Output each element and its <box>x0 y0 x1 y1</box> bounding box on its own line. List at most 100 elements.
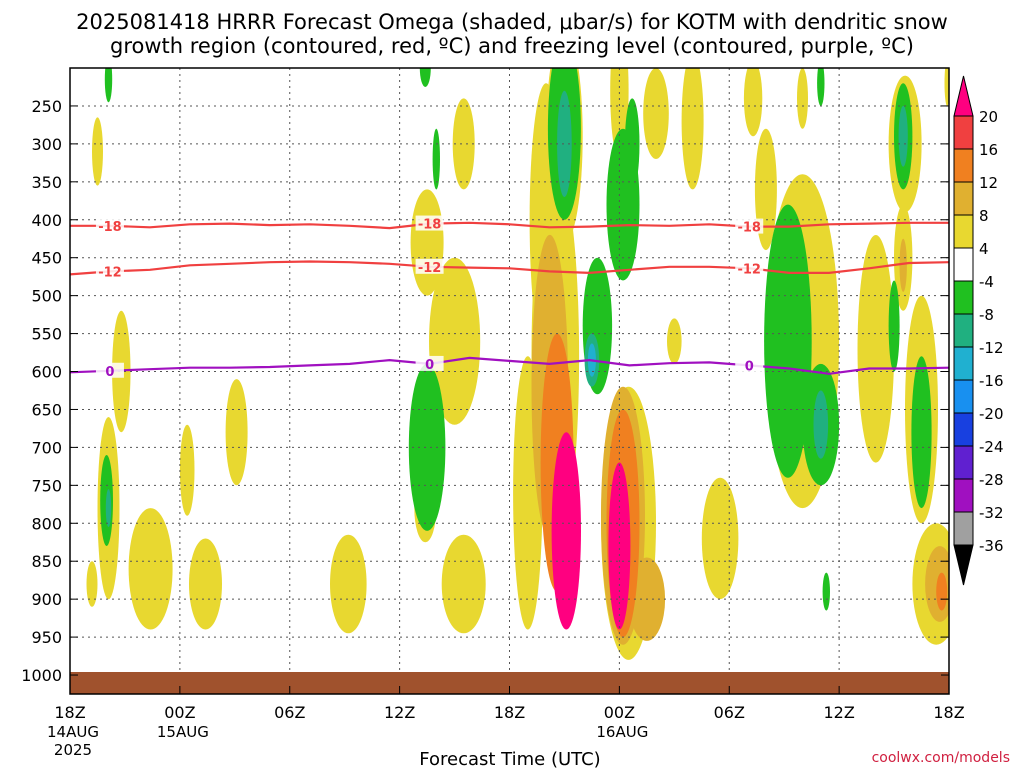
contour-label-1-1: -12 <box>418 261 442 276</box>
colorbar-label-3: 8 <box>979 207 989 225</box>
omega-region-40 <box>643 68 669 159</box>
omega-shading <box>86 68 949 660</box>
omega-region-16 <box>429 257 481 425</box>
colorbar-label-0: 20 <box>979 108 998 126</box>
contour-line-1 <box>70 260 949 276</box>
y-tick-label-800: 800 <box>31 514 62 533</box>
omega-region-39 <box>624 98 640 190</box>
colorbar-label-9: -20 <box>979 405 1004 423</box>
omega-region-42 <box>667 318 682 365</box>
x-date-label-0: 14AUG <box>47 723 99 741</box>
contour-label-2-0: 0 <box>105 365 114 380</box>
x-tick-label-7: 12Z <box>823 703 854 722</box>
contour-label-0-1: -18 <box>418 218 442 233</box>
contour-label-bg-0-1 <box>415 215 444 231</box>
colorbar-label-12: -32 <box>979 504 1004 522</box>
omega-region-5 <box>86 561 98 607</box>
colorbar-top-arrow <box>953 75 974 117</box>
omega-region-17 <box>441 534 486 634</box>
colorbar-label-6: -8 <box>979 306 994 324</box>
contour-line-2 <box>70 356 949 375</box>
x-tick-label-4: 18Z <box>494 703 525 722</box>
x-tick-label-5: 00Z <box>604 703 635 722</box>
contour-label-1-0: -12 <box>98 265 122 280</box>
y-axis: 250 300 350 400 450 500 550 600 650 700 750 800 850 9… <box>21 97 949 685</box>
omega-region-0 <box>92 117 103 186</box>
colorbar-label-10: -24 <box>979 438 1004 456</box>
omega-region-24 <box>557 90 572 197</box>
y-tick-label-950: 950 <box>31 628 62 647</box>
contour-label-bg-0-0 <box>95 217 124 233</box>
x-tick-label-8: 18Z <box>933 703 964 722</box>
contour-label-1-2: -12 <box>737 262 761 277</box>
omega-region-49 <box>813 390 829 459</box>
y-tick-label-650: 650 <box>31 400 62 419</box>
omega-region-61 <box>888 280 900 372</box>
colorbar-segment-2 <box>953 181 974 216</box>
contour-label-2-2: 0 <box>745 359 754 374</box>
colorbar-label-13: -36 <box>979 537 1004 555</box>
x-axis-label: Forecast Time (UTC) <box>419 749 600 768</box>
colorbar-bottom-arrow <box>953 544 974 586</box>
omega-region-9 <box>189 538 222 630</box>
omega-region-12 <box>419 68 431 87</box>
colorbar-segment-5 <box>953 280 974 315</box>
omega-region-11 <box>330 534 367 634</box>
x-tick-label-3: 12Z <box>384 703 415 722</box>
y-tick-label-550: 550 <box>31 325 62 344</box>
colorbar: 20 16 12 8 4 -4 -8 -12 -16 -20 -24 -28 -32 -36 <box>953 75 1004 586</box>
x-tick-label-1: 00Z <box>164 703 195 722</box>
contour-label-2-1: 0 <box>425 358 434 373</box>
contour-label-bg-2-1 <box>415 355 444 371</box>
omega-region-10 <box>225 379 248 486</box>
colorbar-label-5: -4 <box>979 273 994 291</box>
colorbar-label-11: -28 <box>979 471 1004 489</box>
x-date-label-5: 16AUG <box>596 723 648 741</box>
omega-region-53 <box>857 234 895 463</box>
credit-text: coolwx.com/models <box>872 750 1010 766</box>
x-tick-label-6: 06Z <box>714 703 745 722</box>
omega-region-43 <box>701 477 739 600</box>
colorbar-label-2: 12 <box>979 174 998 192</box>
omega-region-28 <box>551 432 581 630</box>
contour-line-0 <box>70 221 949 230</box>
contour-label-bg-1-0 <box>95 263 124 279</box>
y-tick-label-850: 850 <box>31 552 62 571</box>
colorbar-segment-0 <box>953 115 974 150</box>
omega-region-65 <box>944 68 949 106</box>
contour-label-bg-2-2 <box>735 357 764 373</box>
y-tick-label-500: 500 <box>31 287 62 306</box>
omega-region-3 <box>105 489 112 528</box>
y-tick-label-600: 600 <box>31 363 62 382</box>
plot-area: -18 -18 -18 -12 -12 -12 0 0 0 <box>70 68 949 694</box>
x-tick-label-2: 06Z <box>274 703 305 722</box>
y-tick-label-400: 400 <box>31 211 62 230</box>
y-tick-label-250: 250 <box>31 97 62 116</box>
colorbar-segment-12 <box>953 511 974 546</box>
omega-region-50 <box>797 68 808 129</box>
omega-region-41 <box>681 68 704 190</box>
contour-label-0-2: -18 <box>737 221 761 236</box>
y-tick-label-1000: 1000 <box>21 666 62 685</box>
contour-label-0-0: -18 <box>98 220 122 235</box>
colorbar-segment-10 <box>953 445 974 480</box>
contour-label-bg-2-0 <box>95 362 124 378</box>
temperature-contours: -18 -18 -18 -12 -12 -12 0 0 0 <box>70 215 949 380</box>
colorbar-segment-9 <box>953 412 974 447</box>
omega-region-44 <box>743 68 763 137</box>
y-tick-label-300: 300 <box>31 135 62 154</box>
y-tick-label-900: 900 <box>31 590 62 609</box>
contour-label-bg-1-1 <box>415 258 444 274</box>
colorbar-segment-3 <box>953 214 974 249</box>
y-tick-label-450: 450 <box>31 249 62 268</box>
colorbar-segment-6 <box>953 313 974 348</box>
colorbar-segment-4 <box>953 247 974 282</box>
omega-region-51 <box>817 68 825 106</box>
omega-region-52 <box>822 572 830 611</box>
x-year-label-0: 2025 <box>54 741 92 759</box>
colorbar-segment-1 <box>953 148 974 183</box>
omega-region-7 <box>128 508 173 630</box>
omega-region-64 <box>936 572 948 611</box>
x-date-label-1: 15AUG <box>157 723 209 741</box>
